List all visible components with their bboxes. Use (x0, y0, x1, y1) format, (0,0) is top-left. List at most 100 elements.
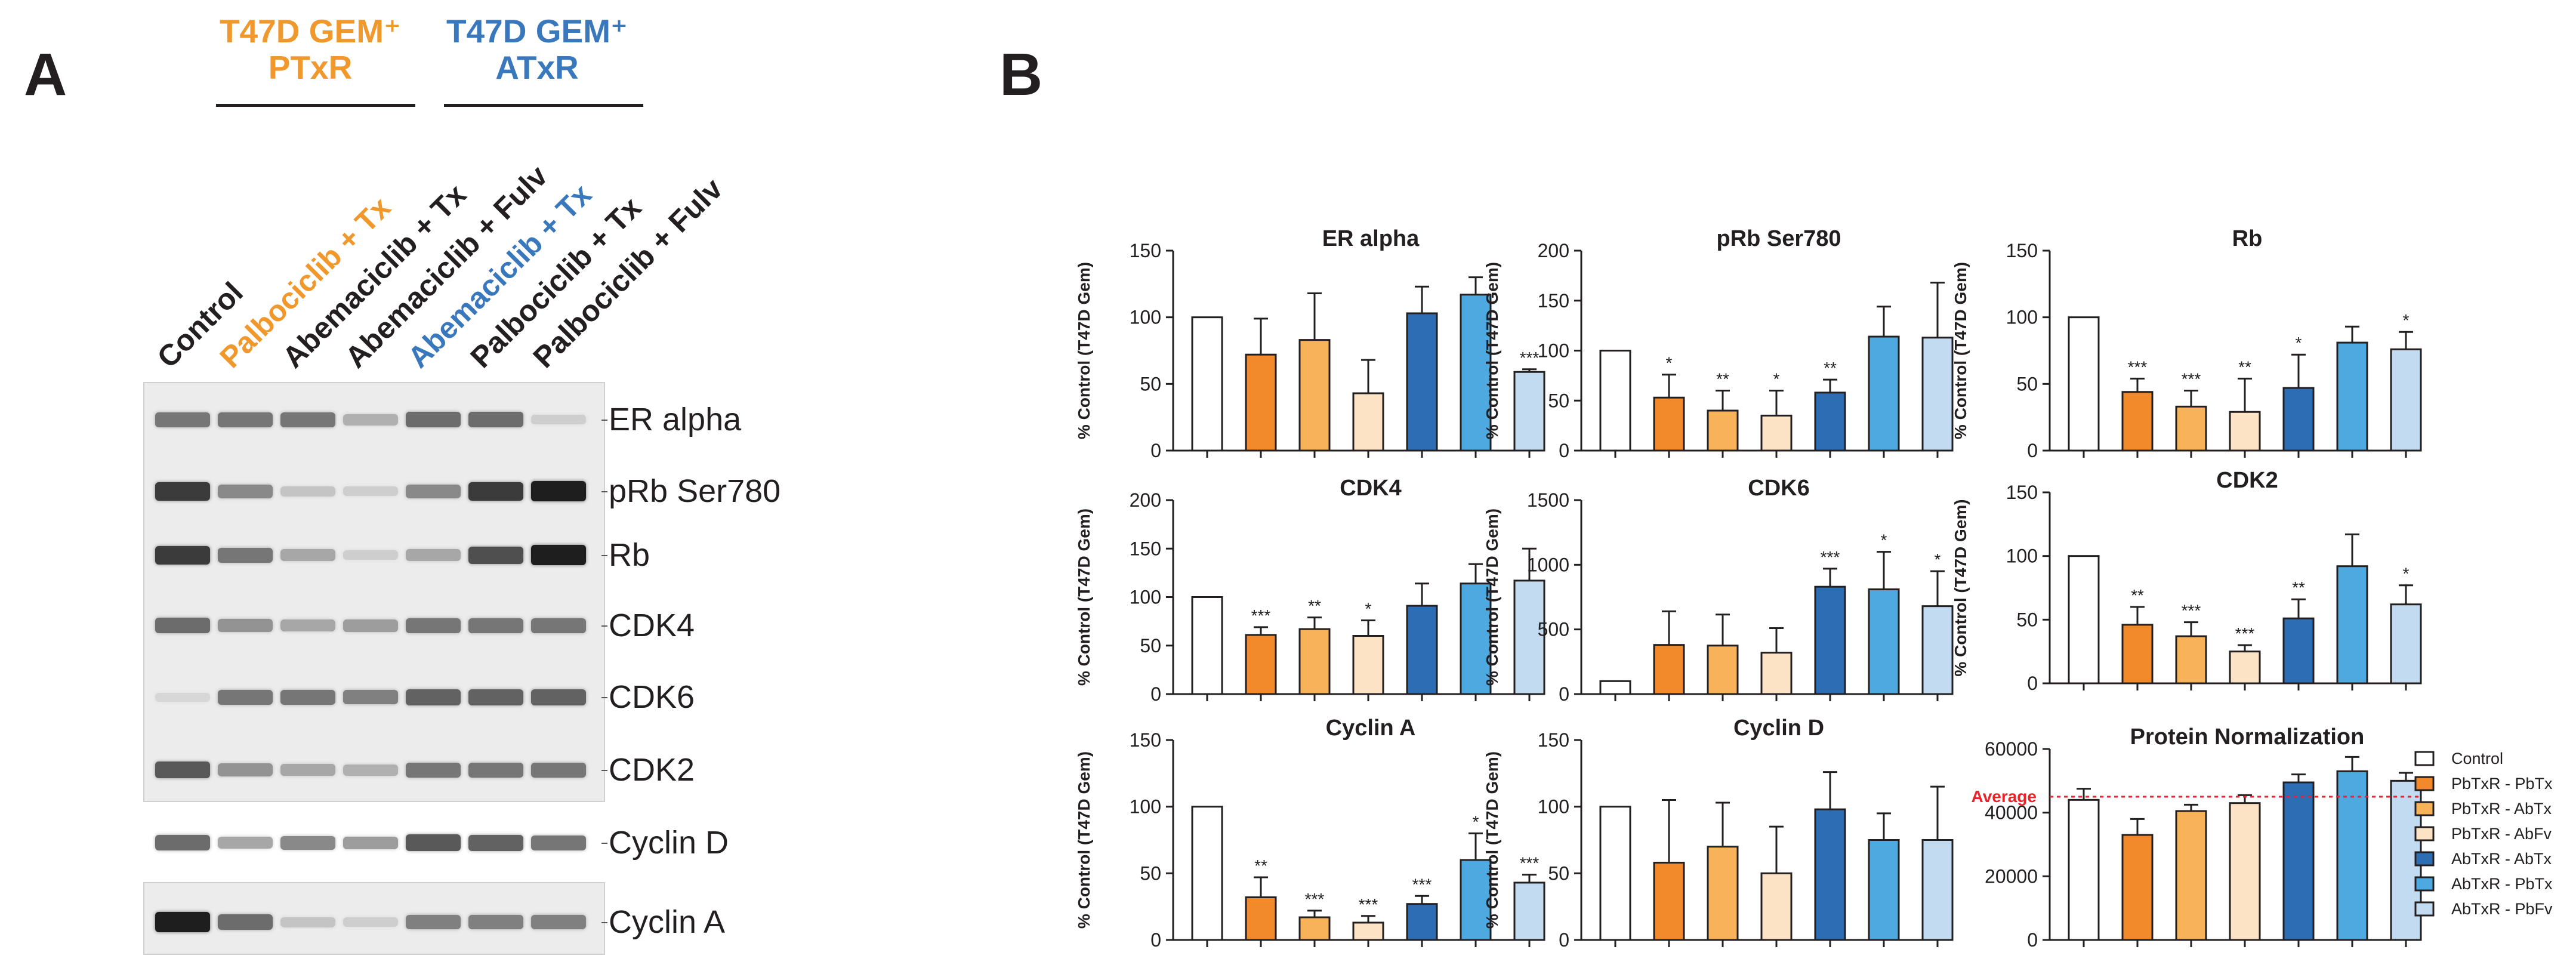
legend-label-1: Control (2451, 750, 2503, 767)
significance-3-3: *** (2182, 370, 2201, 389)
band-3-7 (531, 545, 586, 565)
y-tick-label-1-0: 0 (1150, 440, 1161, 461)
y-tick-label-4-2: 100 (1130, 587, 1161, 608)
significance-2-4: * (1773, 370, 1780, 389)
protein-label-6: CDK2 (609, 752, 695, 788)
band-5-3 (280, 689, 335, 705)
bar-5-1 (1599, 680, 1631, 695)
significance-7-7: *** (1520, 854, 1540, 873)
significance-7-6: * (1473, 812, 1479, 831)
band-8-5 (406, 915, 461, 929)
protein-label-8: Cyclin A (609, 904, 726, 940)
significance-3-2: *** (2128, 357, 2148, 376)
band-6-2 (218, 763, 273, 776)
band-4-4 (343, 619, 398, 632)
protein-tick-7 (601, 843, 607, 844)
bar-2-6 (1868, 335, 1900, 452)
group-title-ptxr-line1: T47D GEM⁺ (219, 13, 402, 50)
bar-4-7 (1513, 579, 1545, 695)
y-tick-label-6-0: 0 (2027, 673, 2038, 694)
protein-label-3: Rb (609, 537, 650, 573)
band-6-1 (155, 762, 210, 778)
significance-1-7: *** (1520, 349, 1540, 367)
y-tick-label-7-1: 50 (1140, 862, 1161, 884)
legend-label-5: AbTxR - AbTx (2451, 850, 2552, 868)
bar-1-1 (1191, 316, 1223, 452)
y-tick-label-1-1: 50 (1140, 373, 1161, 394)
y-tick-label-4-0: 0 (1150, 683, 1161, 705)
y-tick-label-2-4: 200 (1538, 240, 1569, 261)
y-tick-label-5-3: 1500 (1527, 489, 1569, 511)
y-axis-label-1: % Control (T47D Gem) (1075, 262, 1093, 439)
bar-8-7 (1921, 839, 1954, 941)
band-6-3 (280, 764, 335, 776)
bar-3-1 (2068, 316, 2100, 452)
y-axis-label-5: % Control (T47D Gem) (1483, 508, 1501, 686)
bar-6-2 (2121, 624, 2154, 685)
band-7-5 (406, 834, 461, 851)
bar-5-4 (1760, 652, 1793, 695)
band-4-5 (406, 618, 461, 633)
bar-1-5 (1406, 312, 1438, 452)
protein-label-2: pRb Ser780 (609, 473, 781, 509)
y-tick-label-2-1: 50 (1548, 390, 1569, 411)
band-8-6 (468, 915, 523, 929)
band-1-4 (343, 414, 398, 426)
band-3-2 (218, 547, 273, 563)
bar-1-3 (1298, 339, 1331, 452)
y-tick-label-7-3: 150 (1130, 729, 1161, 751)
bar-3-2 (2121, 391, 2154, 452)
protein-tick-2 (601, 491, 607, 492)
bar-2-5 (1814, 391, 1846, 452)
panel-a-letter: A (24, 41, 67, 108)
significance-5-7: * (1935, 550, 1941, 569)
legend-swatch-1 (2414, 751, 2435, 766)
bar-6-1 (2068, 555, 2100, 685)
average-label: Average (1972, 787, 2037, 806)
significance-7-5: *** (1412, 875, 1432, 893)
band-7-2 (218, 837, 273, 849)
band-5-1 (155, 692, 210, 702)
significance-3-5: * (2296, 334, 2302, 352)
y-axis-label-8: % Control (T47D Gem) (1483, 751, 1501, 929)
protein-label-1: ER alpha (609, 402, 742, 437)
protein-label-4: CDK4 (609, 608, 695, 643)
chart-2: 0 50 100 150 200 pRb Ser780 % Control (T47D Ge… (1483, 226, 1954, 461)
chart-title-5: CDK6 (1748, 476, 1809, 501)
bar-6-7 (2390, 603, 2422, 685)
band-5-5 (406, 689, 461, 705)
band-4-3 (280, 619, 335, 631)
bar-8-1 (1599, 806, 1631, 941)
y-tick-label-8-2: 100 (1538, 796, 1569, 818)
significance-7-4: *** (1359, 895, 1378, 914)
chart-title-4: CDK4 (1340, 476, 1401, 501)
band-7-7 (531, 835, 586, 850)
y-tick-label-8-3: 150 (1538, 729, 1569, 751)
legend-swatch-3 (2414, 801, 2435, 816)
band-3-6 (468, 546, 523, 564)
bar-8-2 (1653, 861, 1685, 941)
bar-5-2 (1653, 644, 1685, 695)
chart-title-6: CDK2 (2216, 468, 2278, 493)
y-tick-label-9-1: 20000 (1985, 865, 2038, 887)
band-5-4 (343, 690, 398, 704)
band-2-5 (406, 484, 461, 498)
band-8-2 (218, 914, 273, 930)
significance-6-7: * (2403, 565, 2410, 583)
band-1-7 (531, 415, 586, 424)
y-tick-label-8-0: 0 (1559, 929, 1569, 951)
blot-strip-upper (143, 382, 605, 802)
bar-2-1 (1599, 350, 1631, 452)
protein-tick-5 (601, 697, 607, 698)
bar-8-5 (1814, 808, 1846, 941)
legend-label-6: AbTxR - PbTx (2451, 875, 2553, 893)
significance-6-4: *** (2235, 624, 2255, 643)
chart-title-2: pRb Ser780 (1716, 226, 1841, 251)
legend: Control PbTxR - PbTx PbTxR - AbTx PbTxR - A… (2414, 750, 2553, 918)
y-axis-label-3: % Control (T47D Gem) (1951, 262, 1970, 439)
bar-9-3 (2175, 810, 2207, 941)
significance-5-6: * (1881, 531, 1887, 550)
